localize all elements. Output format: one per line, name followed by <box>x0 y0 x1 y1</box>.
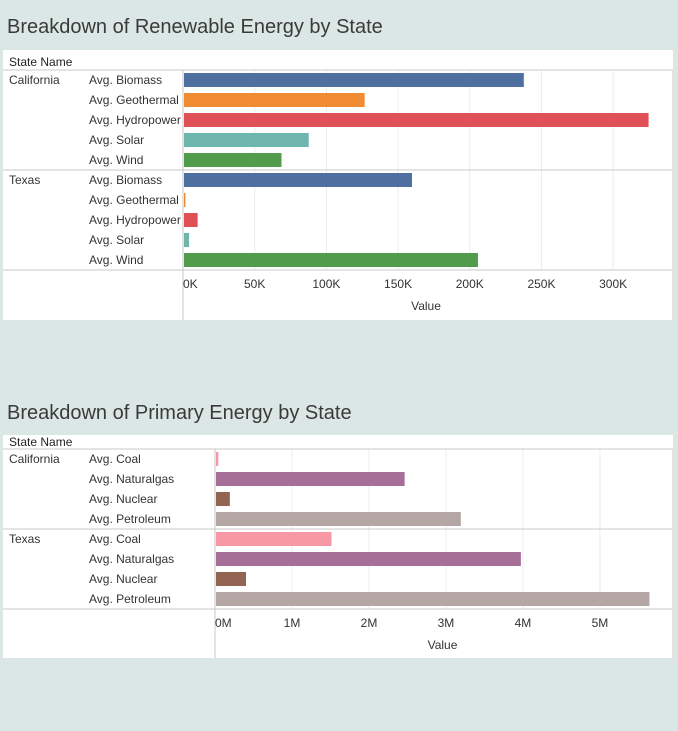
bar <box>216 452 219 466</box>
bar <box>184 93 365 107</box>
bar <box>216 532 332 546</box>
category-label: Avg. Coal <box>89 452 141 466</box>
bar <box>184 193 186 207</box>
bar <box>184 253 478 267</box>
category-label: Avg. Hydropower <box>89 213 181 227</box>
category-label: Avg. Naturalgas <box>89 472 174 486</box>
bar <box>184 213 198 227</box>
bar <box>184 153 282 167</box>
category-label: Avg. Biomass <box>89 173 162 187</box>
category-label: Avg. Coal <box>89 532 141 546</box>
category-label: Avg. Petroleum <box>89 512 171 526</box>
category-label: Avg. Geothermal <box>89 193 179 207</box>
category-label: Avg. Solar <box>89 233 144 247</box>
x-axis-label: Value <box>428 638 458 652</box>
bar <box>216 572 247 586</box>
row-header: State Name <box>9 55 73 69</box>
bar <box>216 512 461 526</box>
bar <box>216 592 650 606</box>
primary-chart-title: Breakdown of Primary Energy by State <box>7 402 352 424</box>
bar <box>184 133 309 147</box>
x-tick-label: 0M <box>215 616 232 630</box>
state-label: California <box>9 73 60 87</box>
primary-chart-panel: State Name California Avg. Coal Avg. Natura… <box>3 435 673 658</box>
category-label: Avg. Hydropower <box>89 113 181 127</box>
x-tick-label: 300K <box>599 277 627 291</box>
x-tick-label: 1M <box>284 616 301 630</box>
category-label: Avg. Naturalgas <box>89 552 174 566</box>
x-tick-label: 200K <box>456 277 484 291</box>
category-label: Avg. Wind <box>89 253 143 267</box>
x-tick-label: 150K <box>384 277 412 291</box>
category-label: Avg. Nuclear <box>89 572 157 586</box>
bar <box>184 233 190 247</box>
bar <box>216 472 405 486</box>
renewable-chart-title: Breakdown of Renewable Energy by State <box>7 16 383 38</box>
x-tick-label: 2M <box>361 616 378 630</box>
state-label: Texas <box>9 173 40 187</box>
bar <box>216 492 230 506</box>
state-label: California <box>9 452 60 466</box>
x-tick-label: 0K <box>183 277 198 291</box>
bar <box>184 73 524 87</box>
category-label: Avg. Biomass <box>89 73 162 87</box>
x-tick-label: 4M <box>515 616 532 630</box>
category-label: Avg. Geothermal <box>89 93 179 107</box>
category-label: Avg. Solar <box>89 133 144 147</box>
row-header: State Name <box>9 435 73 449</box>
bar <box>184 173 412 187</box>
category-label: Avg. Wind <box>89 153 143 167</box>
x-tick-label: 50K <box>244 277 265 291</box>
bar <box>184 113 649 127</box>
x-axis-label: Value <box>411 299 441 313</box>
category-label: Avg. Petroleum <box>89 592 171 606</box>
x-tick-label: 3M <box>438 616 455 630</box>
x-tick-label: 100K <box>312 277 340 291</box>
bar <box>216 552 521 566</box>
state-label: Texas <box>9 532 40 546</box>
x-tick-label: 250K <box>527 277 555 291</box>
primary-bar-chart: State Name California Avg. Coal Avg. Natura… <box>3 435 673 658</box>
x-tick-label: 5M <box>592 616 609 630</box>
renewable-bar-chart: State Name California Avg. Biomass Avg. Geo… <box>3 55 673 320</box>
renewable-chart-panel: State Name California Avg. Biomass Avg. Geo… <box>3 50 673 320</box>
category-label: Avg. Nuclear <box>89 492 157 506</box>
